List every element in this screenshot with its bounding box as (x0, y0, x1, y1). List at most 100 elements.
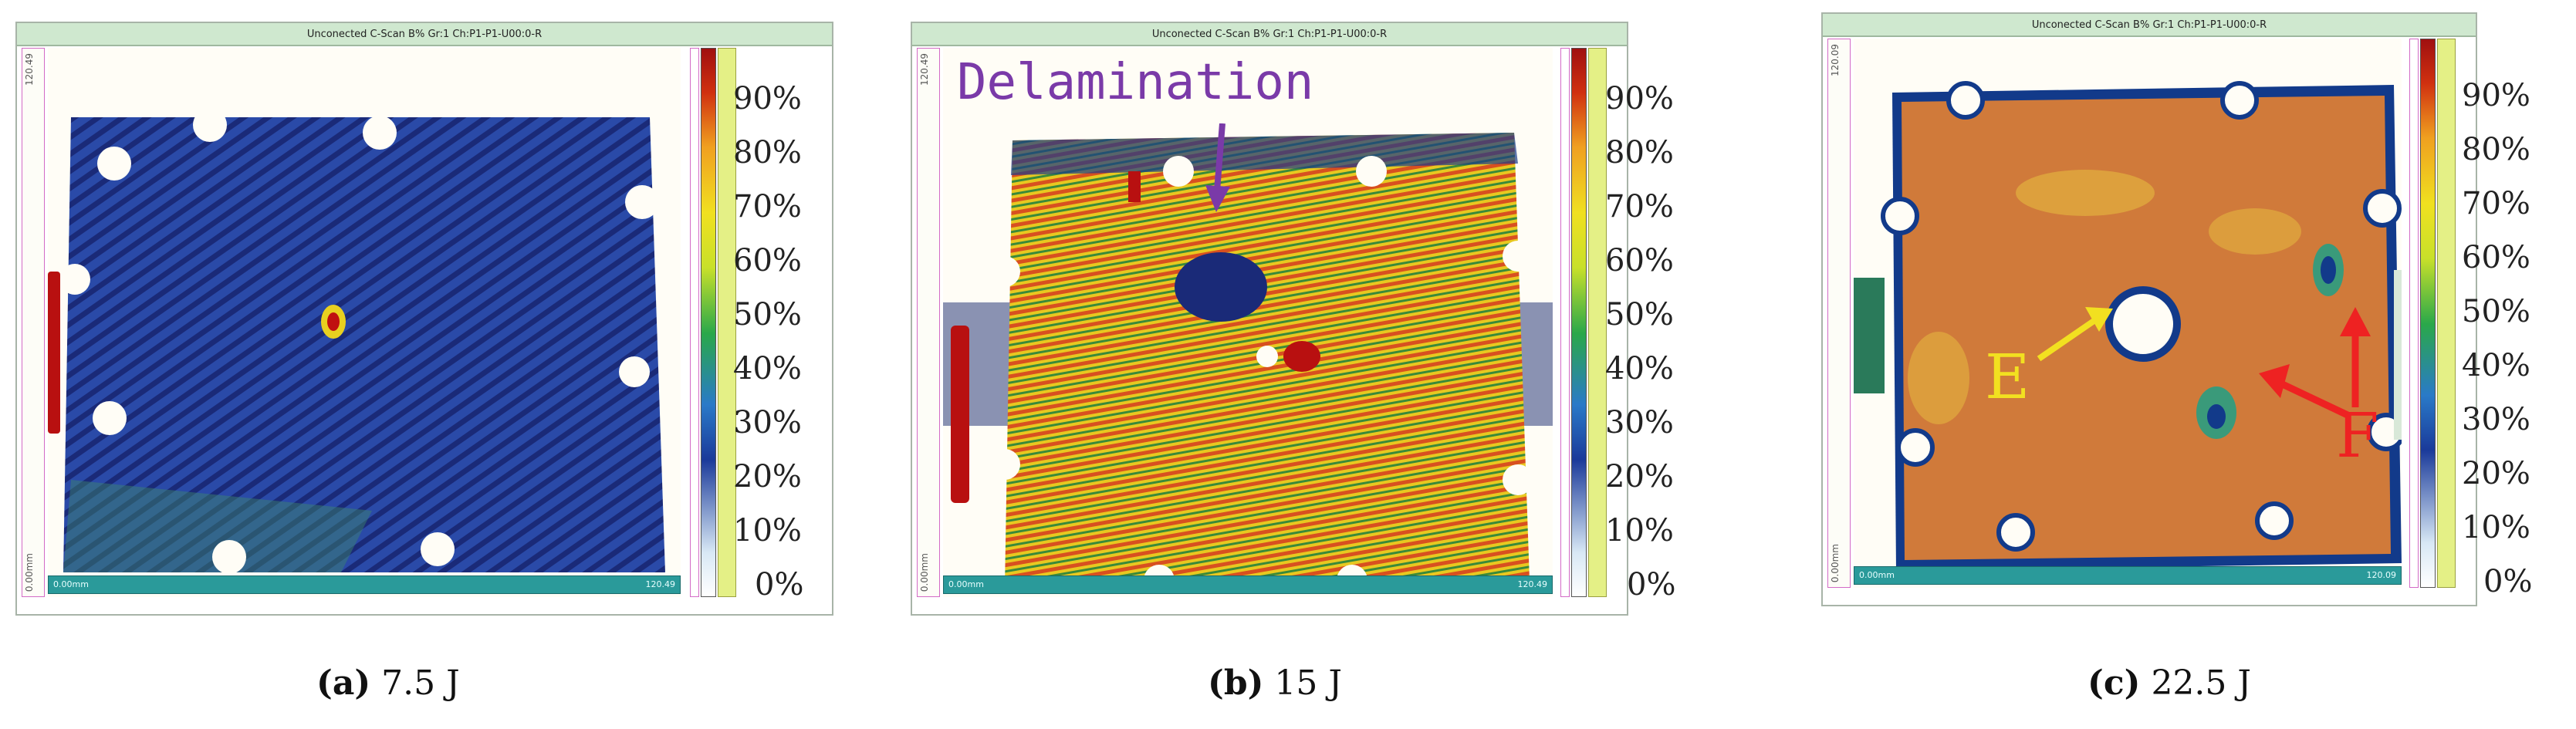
caption-a: (a) 7.5 J (316, 663, 460, 703)
left-ruler-bottom-b: 0.00mm (919, 552, 930, 592)
left-ruler-bottom-a: 0.00mm (24, 552, 35, 592)
hole-c-7 (1996, 513, 2035, 552)
tick-b-90: 90% (1605, 81, 1674, 116)
colorbar-ruler-a (718, 48, 736, 597)
tick-a-40: 40% (733, 351, 802, 386)
arrows-f (2259, 307, 2371, 419)
tick-c-70: 70% (2462, 186, 2530, 221)
hole-a-5 (59, 264, 90, 295)
hole-b-5 (1256, 346, 1278, 367)
cscan-window-a: Unconected C-Scan B% Gr:1 Ch:P1-P1-U00:0… (15, 22, 833, 616)
hole-a-2 (193, 108, 227, 142)
tick-b-0: 0% (1627, 567, 1676, 602)
tick-a-50: 50% (733, 297, 802, 332)
panel-c: Unconected C-Scan B% Gr:1 Ch:P1-P1-U00:0… (1806, 0, 2576, 729)
left-ruler-c: 120.09 0.00mm (1827, 39, 1851, 588)
edge-marker-b (951, 326, 969, 503)
tick-a-70: 70% (733, 189, 802, 224)
caption-letter-b: (b) (1208, 663, 1264, 703)
scan-graphic-c (1854, 81, 2402, 571)
tick-c-80: 80% (2462, 132, 2530, 167)
tick-a-20: 20% (733, 459, 802, 494)
scan-region-a (63, 117, 665, 572)
edge-marker-a (48, 272, 60, 434)
delamination-arrow (1205, 123, 1230, 212)
label-e: E (1985, 341, 2030, 413)
tick-b-20: 20% (1605, 459, 1674, 494)
tick-a-0: 0% (755, 567, 804, 602)
colorbar-ruler-c (2437, 39, 2456, 588)
tick-a-30: 30% (733, 405, 802, 440)
tick-b-70: 70% (1605, 189, 1674, 224)
tick-b-60: 60% (1605, 243, 1674, 278)
hole-c-center (2105, 286, 2181, 362)
bottom-ruler-right-c: 120.09 (2366, 570, 2397, 580)
tick-c-30: 30% (2462, 402, 2530, 437)
scale-frame-a (690, 48, 699, 597)
bottom-ruler-b: 0.00mm 120.49 (943, 575, 1553, 594)
scale-frame-b (1560, 48, 1570, 597)
hole-b-3 (989, 256, 1020, 287)
bottom-ruler-right-a: 120.49 (645, 579, 676, 589)
edge-marker-c (1854, 278, 1885, 393)
defect-b-1 (1128, 171, 1141, 202)
hole-c-5 (1896, 428, 1935, 467)
colorbar-b (1571, 48, 1587, 597)
caption-c: (c) 22.5 J (2088, 663, 2251, 703)
bottom-ruler-left-b: 0.00mm (948, 579, 984, 589)
hole-b-7 (1503, 464, 1533, 495)
left-ruler-a: 120.49 0.00mm (22, 48, 45, 597)
caption-letter-a: (a) (316, 663, 371, 703)
hole-c-4 (2363, 189, 2402, 228)
tick-b-80: 80% (1605, 135, 1674, 170)
delamination-region (1175, 252, 1267, 322)
hole-b-4 (1503, 241, 1533, 272)
caption-value-a: 7.5 J (381, 663, 460, 703)
defect-b-2 (1283, 341, 1320, 372)
tick-b-50: 50% (1605, 297, 1674, 332)
bottom-ruler-a: 0.00mm 120.49 (48, 575, 681, 594)
hole-a-9 (421, 532, 455, 566)
caption-b: (b) 15 J (1208, 663, 1342, 703)
hole-b-2 (1356, 156, 1387, 187)
bottom-ruler-right-b: 120.49 (1517, 579, 1548, 589)
scan-graphic-b (943, 133, 1553, 596)
bottom-ruler-c: 0.00mm 120.09 (1854, 566, 2402, 585)
hole-a-8 (212, 540, 246, 574)
window-title-c: Unconected C-Scan B% Gr:1 Ch:P1-P1-U00:0… (1823, 14, 2476, 37)
tick-c-50: 50% (2462, 294, 2530, 329)
hole-a-3 (363, 116, 397, 150)
colorbar-ruler-b (1588, 48, 1607, 597)
tick-b-30: 30% (1605, 405, 1674, 440)
colorbar-a (701, 48, 716, 597)
hole-a-7 (93, 401, 127, 435)
hole-c-8 (2255, 501, 2294, 540)
window-title-b: Unconected C-Scan B% Gr:1 Ch:P1-P1-U00:0… (912, 23, 1627, 46)
hole-b-6 (989, 449, 1020, 480)
caption-value-b: 15 J (1274, 663, 1343, 703)
tick-c-0: 0% (2483, 564, 2533, 599)
tick-c-20: 20% (2462, 456, 2530, 491)
caption-letter-c: (c) (2088, 663, 2141, 703)
left-ruler-b: 120.49 0.00mm (917, 48, 940, 597)
left-ruler-top-c: 120.09 (1830, 44, 1841, 76)
cscan-image-a (48, 48, 681, 597)
hole-c-2 (2220, 81, 2259, 120)
cscan-image-b (943, 48, 1553, 597)
tick-a-60: 60% (733, 243, 802, 278)
tick-a-10: 10% (733, 513, 802, 548)
tick-a-80: 80% (733, 135, 802, 170)
hole-a-6 (619, 356, 650, 387)
cscan-window-b: Unconected C-Scan B% Gr:1 Ch:P1-P1-U00:0… (911, 22, 1628, 616)
left-ruler-top-b: 120.49 (919, 53, 930, 86)
hole-b-1 (1163, 156, 1194, 187)
hole-a-1 (97, 147, 131, 181)
scan-graphic-a (48, 108, 665, 574)
tick-c-10: 10% (2462, 510, 2530, 545)
scale-frame-c (2409, 39, 2419, 588)
arrow-e (2037, 307, 2113, 362)
delamination-label: Delamination (957, 54, 1314, 111)
left-ruler-bottom-c: 0.00mm (1830, 543, 1841, 582)
panel-b: Unconected C-Scan B% Gr:1 Ch:P1-P1-U00:0… (887, 0, 1729, 729)
window-title-a: Unconected C-Scan B% Gr:1 Ch:P1-P1-U00:0… (17, 23, 832, 46)
